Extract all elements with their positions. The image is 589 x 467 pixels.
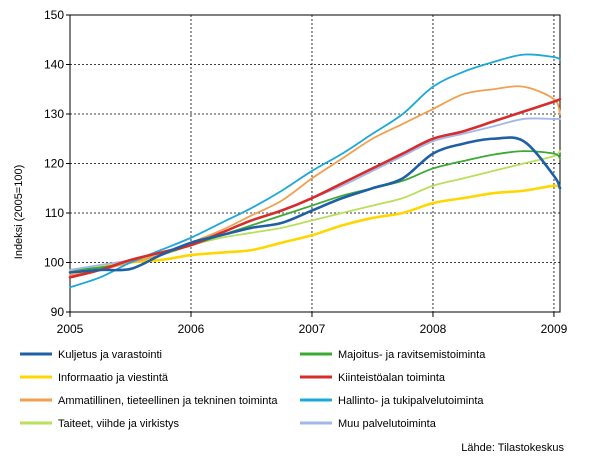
x-tick-label: 2009	[541, 322, 568, 336]
source-note: Lähde: Tilastokeskus	[461, 442, 564, 454]
x-tick-label: 2007	[299, 322, 326, 336]
legend-entry: Majoitus- ja ravitsemistoiminta	[338, 349, 486, 361]
x-tick-label: 2008	[420, 322, 447, 336]
legend-entry: Ammatillinen, tieteellinen ja tekninen t…	[58, 395, 278, 407]
y-tick-label: 100	[44, 256, 64, 270]
x-tick-label: 2006	[178, 322, 205, 336]
axes: 90 100 110 120 130 140 150 2005 2006 2007 2008 2009	[44, 8, 568, 336]
series-line-1	[68, 136, 562, 274]
legend-entry: Muu palvelutoiminta	[338, 418, 437, 430]
y-tick-label: 120	[44, 157, 64, 171]
x-tick-label: 2005	[57, 322, 84, 336]
y-tick-label: 90	[51, 305, 65, 319]
grid-lines	[70, 15, 560, 312]
series-lines	[68, 53, 562, 289]
legend-entry: Taiteet, viihde ja virkistys	[58, 418, 180, 430]
legend-entry: Kiinteistöalan toiminta	[338, 372, 446, 384]
legend-entry: Hallinto- ja tukipalvelutoiminta	[338, 395, 484, 407]
legend-entry: Informaatio ja viestintä	[58, 372, 169, 384]
y-tick-label: 140	[44, 58, 64, 72]
series-line-4	[68, 97, 562, 279]
y-axis-label: Indeksi (2005=100)	[13, 165, 25, 259]
legend-entry: Kuljetus ja varastointi	[58, 349, 162, 361]
y-tick-label: 130	[44, 107, 64, 121]
series-line-3	[68, 184, 562, 274]
y-tick-label: 150	[44, 8, 64, 22]
series-line-6	[69, 53, 561, 289]
legend: Kuljetus ja varastointi Majoitus- ja ravi…	[20, 349, 486, 430]
y-tick-label: 110	[45, 206, 64, 220]
